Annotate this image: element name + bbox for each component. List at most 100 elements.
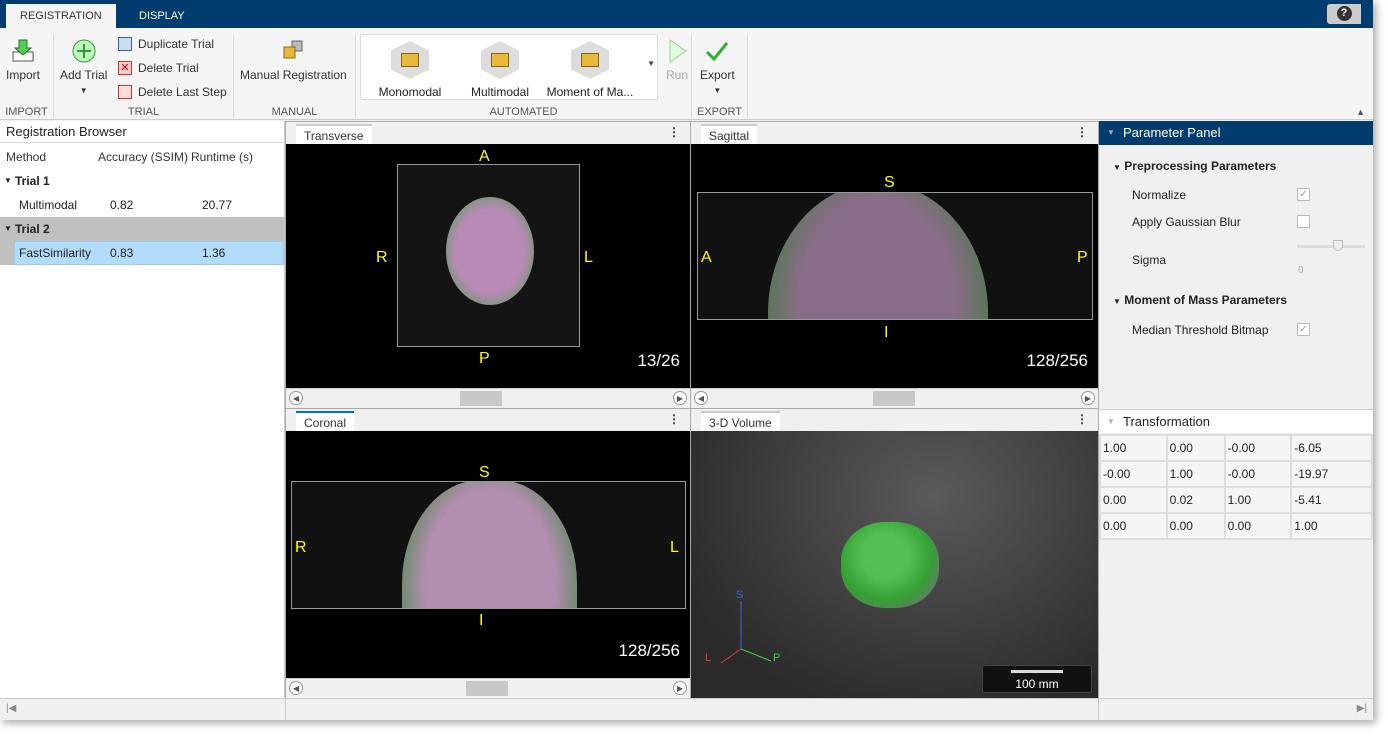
more-options-icon[interactable]: ⋮ [668,412,680,426]
export-section: Export ▼ EXPORT [692,34,748,118]
matrix-cell[interactable]: 0.00 [1165,512,1226,540]
tab-display[interactable]: DISPLAY [139,10,185,22]
orientation-label-bottom: P [479,350,490,367]
scale-bar: 100 mm [982,665,1092,693]
moment-of-mass-icon [571,41,609,79]
normalize-checkbox[interactable]: ✓ [1297,188,1310,201]
tab-registration[interactable]: REGISTRATION [6,4,116,28]
first-page-icon[interactable]: |◀ [6,703,17,714]
orientation-label-left: R [376,249,388,266]
multimodal-button[interactable]: Multimodal [455,41,545,99]
sigma-slider[interactable] [1297,240,1365,251]
tab-sagittal[interactable]: Sagittal [701,124,758,144]
more-options-icon[interactable]: ⋮ [668,125,680,139]
matrix-row: -0.00 1.00 -0.00 -19.97 [1099,460,1373,488]
gaussian-blur-checkbox[interactable] [1297,215,1310,228]
algorithm-gallery: Monomodal Multimodal Moment of Ma... ▼ [360,34,658,100]
toolstrip: Import IMPORT Add Trial ▼ Duplicate Trial… [0,28,1373,120]
more-options-icon[interactable]: ⋮ [1076,412,1088,426]
tab-3d-volume[interactable]: 3-D Volume [701,411,780,431]
preprocessing-header[interactable]: ▼ Preprocessing Parameters [1113,159,1277,173]
column-runtime: Runtime (s) [191,150,254,164]
column-accuracy: Accuracy (SSIM) [98,150,189,164]
slice-counter: 13/26 [637,351,680,370]
tab-coronal[interactable]: Coronal [296,411,355,431]
volume-view[interactable]: 3-D Volume ⋮ S L P 100 mm [690,408,1099,699]
orientation-label-bottom: I [479,612,484,629]
matrix-cell[interactable]: 0.00 [1099,486,1168,514]
delete-icon: ✕ [118,61,132,75]
run-button[interactable]: Run [664,38,690,82]
matrix-row: 0.00 0.00 0.00 1.00 [1099,512,1373,540]
collapse-icon: ▼ [1107,128,1115,137]
expand-icon: ▼ [1113,163,1121,172]
parameter-panel: ▼ Parameter Panel ▼ Preprocessing Paramet… [1099,121,1373,698]
panel-title: Registration Browser [0,121,284,143]
delete-last-step-button[interactable]: Delete Last Step [118,85,227,99]
matrix-cell[interactable]: 1.00 [1099,434,1168,462]
coronal-view[interactable]: Coronal ⋮ S I R L 128/256 ◀ ▶ [285,408,691,699]
more-options-icon[interactable]: ⋮ [1076,125,1088,139]
transverse-image [397,164,580,347]
matrix-cell[interactable]: 1.00 [1290,512,1373,540]
matrix-cell[interactable]: 0.02 [1165,486,1226,514]
sagittal-view[interactable]: Sagittal ⋮ S I A P 128/256 ◀ ▶ [690,121,1099,409]
matrix-cell[interactable]: 0.00 [1165,434,1226,462]
collapse-toolstrip-icon[interactable]: ▲ [1356,107,1365,117]
matrix-cell[interactable]: 1.00 [1165,460,1226,488]
table-row[interactable]: Multimodal 0.82 20.77 [19,198,233,212]
trial-1-header[interactable]: ▼ Trial 1 [0,169,284,193]
expand-icon: ▼ [1113,297,1121,306]
slice-counter: 128/256 [618,641,680,660]
matrix-cell[interactable]: -5.41 [1290,486,1373,514]
orientation-label-right: P [1077,249,1088,266]
transformation-header[interactable]: ▼ Transformation [1099,409,1373,433]
import-button[interactable]: Import [6,38,40,82]
export-button[interactable]: Export ▼ [700,38,735,95]
slice-scrollbar[interactable]: ◀ ▶ [286,678,690,698]
add-trial-button[interactable]: Add Trial ▼ [60,38,107,95]
matrix-cell[interactable]: -0.00 [1223,460,1293,488]
matrix-cell[interactable]: -6.05 [1290,434,1373,462]
tab-transverse[interactable]: Transverse [296,124,372,144]
matrix-row: 0.00 0.02 1.00 -5.41 [1099,486,1373,514]
matrix-cell[interactable]: -19.97 [1290,460,1373,488]
delete-trial-button[interactable]: ✕ Delete Trial [118,61,199,75]
volume-rendering [841,522,939,608]
trial-section: Add Trial ▼ Duplicate Trial ✕ Delete Trial… [54,34,234,118]
table-row-selected[interactable]: FastSimilarity 0.83 1.36 [0,241,284,265]
trial-2-header[interactable]: ▼ Trial 2 [0,217,284,241]
import-icon [12,39,34,62]
automated-section: AUTOMATED [356,34,692,118]
matrix-cell[interactable]: -0.00 [1099,460,1168,488]
slice-scrollbar[interactable]: ◀ ▶ [691,388,1098,408]
manual-section: Manual Registration MANUAL [234,34,356,118]
title-bar: REGISTRATION DISPLAY ? [0,0,1373,28]
matrix-cell[interactable]: 1.00 [1223,486,1293,514]
matrix-cell[interactable]: 0.00 [1223,512,1293,540]
parameter-panel-header[interactable]: ▼ Parameter Panel [1099,121,1373,145]
manual-registration-button[interactable]: Manual Registration [240,38,347,82]
moment-of-mass-button[interactable]: Moment of Ma... [545,41,635,99]
section-label: AUTOMATED [489,106,558,118]
gallery-expand-icon[interactable]: ▼ [647,59,655,68]
moment-of-mass-header[interactable]: ▼ Moment of Mass Parameters [1113,293,1287,307]
median-threshold-checkbox[interactable]: ✓ [1297,323,1310,336]
column-method: Method [6,150,47,164]
manual-registration-icon [283,40,303,59]
monomodal-button[interactable]: Monomodal [365,41,455,99]
duplicate-trial-button[interactable]: Duplicate Trial [118,37,214,51]
matrix-cell[interactable]: -0.00 [1223,434,1293,462]
help-icon: ? [1336,6,1352,21]
axis-label-p: P [773,652,781,664]
orientation-label-left: A [701,249,712,266]
add-icon [72,39,96,63]
transverse-view[interactable]: Transverse ⋮ A P R L 13/26 ◀ ▶ [285,121,691,409]
dropdown-arrow-icon: ▼ [79,86,88,95]
axes-orientation-icon [720,601,772,664]
transformation-matrix: 1.00 0.00 -0.00 -6.05 -0.00 1.00 -0.00 -19.97 0.… [1099,434,1373,540]
slice-scrollbar[interactable]: ◀ ▶ [286,388,690,408]
help-button[interactable]: ? [1327,4,1361,24]
last-page-icon[interactable]: ▶| [1356,703,1367,714]
matrix-cell[interactable]: 0.00 [1099,512,1168,540]
